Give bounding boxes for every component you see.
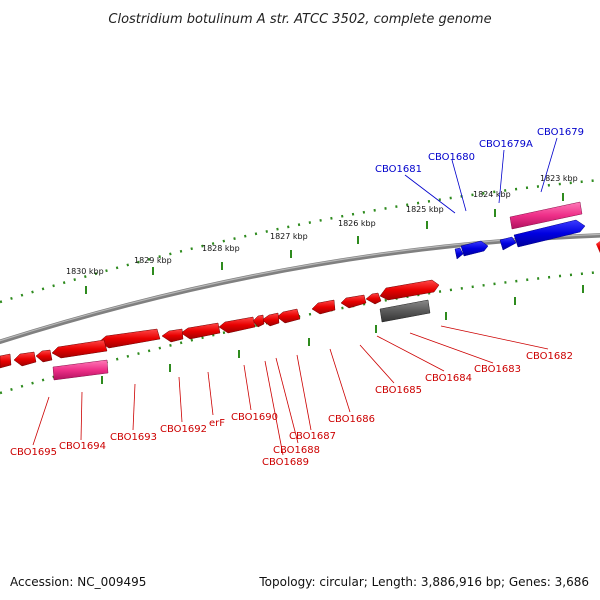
gene-label-CBO1690[interactable]: CBO1690 — [231, 412, 278, 423]
gene-arrow-CBO1689[interactable] — [218, 316, 256, 334]
gene-arrow-CBO1693[interactable] — [51, 339, 108, 359]
gene-label-CBO1682[interactable]: CBO1682 — [526, 351, 573, 362]
gene-label-CBO1684[interactable]: CBO1684 — [425, 373, 472, 384]
gene-label-CBO1679A[interactable]: CBO1679A — [479, 139, 533, 150]
gene-arrow-CBO1683[interactable] — [365, 292, 382, 305]
forward-strand-track — [454, 201, 600, 260]
scale-ruler-outer — [0, 178, 600, 304]
gene-label-erF[interactable]: erF — [209, 418, 225, 429]
gene-label-CBO1681[interactable]: CBO1681 — [375, 164, 422, 175]
reverse-strand-track — [0, 279, 440, 381]
pseudogene-block-forward[interactable] — [509, 201, 583, 230]
gene-arrow-CBO1681[interactable] — [454, 247, 464, 260]
kbp-label-1826: 1826 kbp — [338, 219, 376, 228]
gene-arrow-CBO1685[interactable] — [311, 299, 336, 315]
kbp-label-1829: 1829 kbp — [134, 256, 172, 265]
kbp-label-1824: 1824 kbp — [473, 190, 511, 199]
kbp-label-1830: 1830 kbp — [66, 267, 104, 276]
gene-label-CBO1679[interactable]: CBO1679 — [537, 127, 584, 138]
gene-arrow-CBO1695[interactable] — [13, 351, 37, 367]
genome-summary-text: Topology: circular; Length: 3,886,916 bp… — [258, 575, 589, 589]
gene-label-CBO1685[interactable]: CBO1685 — [375, 385, 422, 396]
kbp-label-1825: 1825 kbp — [406, 205, 444, 214]
kbp-label-1827: 1827 kbp — [270, 232, 308, 241]
gene-arrow-CBO1680[interactable] — [460, 240, 489, 257]
genome-backbone — [0, 233, 600, 345]
reverse-gene-labels — [32, 325, 549, 456]
accession-text: Accession: NC_009495 — [10, 575, 146, 589]
gene-label-CBO1686[interactable]: CBO1686 — [328, 414, 375, 425]
gene-label-CBO1693[interactable]: CBO1693 — [110, 432, 157, 443]
kbp-label-1823: 1823 kbp — [540, 174, 578, 183]
gene-label-CBO1680[interactable]: CBO1680 — [428, 152, 475, 163]
genome-backbone-highlight — [0, 233, 600, 342]
gene-arrow-CBO1679A[interactable] — [499, 236, 517, 251]
gene-label-CBO1687[interactable]: CBO1687 — [289, 431, 336, 442]
forward-gene-labels — [404, 137, 558, 214]
gene-label-CBO1692[interactable]: CBO1692 — [160, 424, 207, 435]
gene-label-CBO1688[interactable]: CBO1688 — [273, 445, 320, 456]
gene-arrow-edge-right[interactable] — [596, 241, 600, 253]
other-feature-block[interactable] — [379, 299, 431, 323]
gene-label-CBO1695[interactable]: CBO1695 — [10, 447, 57, 458]
gene-arrow-CBO1682[interactable] — [379, 279, 440, 301]
gene-arrow-CBO1692[interactable] — [98, 328, 161, 349]
gene-arrow-erF[interactable] — [161, 328, 184, 343]
kbp-label-1828: 1828 kbp — [202, 244, 240, 253]
gene-label-CBO1689[interactable]: CBO1689 — [262, 457, 309, 468]
gene-arrow-CBO1687[interactable] — [261, 312, 280, 327]
gene-arrow-CBO1694[interactable] — [35, 349, 53, 363]
gene-arrow-CBO1686[interactable] — [276, 308, 301, 324]
scale-major-ticks — [85, 193, 584, 384]
gene-arrow-edge-left[interactable] — [0, 353, 12, 369]
scale-ruler-inner — [0, 270, 600, 395]
pseudogene-block-reverse[interactable] — [52, 359, 109, 381]
gene-arrow-CBO1684[interactable] — [340, 294, 367, 309]
gene-arrow-CBO1679[interactable] — [513, 219, 586, 248]
gene-label-CBO1683[interactable]: CBO1683 — [474, 364, 521, 375]
gene-label-CBO1694[interactable]: CBO1694 — [59, 441, 106, 452]
map-title: Clostridium botulinum A str. ATCC 3502, … — [108, 12, 491, 27]
gene-arrow-CBO1690[interactable] — [180, 322, 221, 340]
